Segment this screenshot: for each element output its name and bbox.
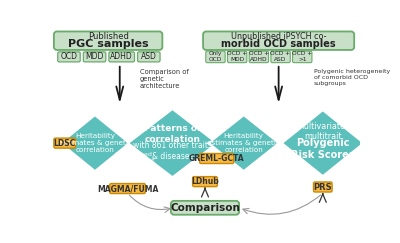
- Text: ASD: ASD: [141, 52, 157, 61]
- Text: Patterns of
correlation: Patterns of correlation: [144, 124, 201, 144]
- Text: PGC samples: PGC samples: [68, 39, 148, 49]
- FancyBboxPatch shape: [271, 51, 290, 63]
- Polygon shape: [282, 110, 364, 176]
- Text: GREML-GCTA: GREML-GCTA: [189, 154, 244, 163]
- FancyBboxPatch shape: [228, 51, 247, 63]
- Text: Gene-based
and gene-set
analysis: Gene-based and gene-set analysis: [113, 152, 154, 168]
- FancyBboxPatch shape: [54, 32, 162, 50]
- Text: Heritability
estimates & genetic
correlation: Heritability estimates & genetic correla…: [58, 133, 131, 153]
- Text: LDSC: LDSC: [54, 139, 76, 148]
- Text: Comparison: Comparison: [170, 203, 240, 213]
- Text: ADHD: ADHD: [110, 52, 133, 61]
- FancyBboxPatch shape: [206, 51, 225, 63]
- Text: MDD: MDD: [85, 52, 104, 61]
- FancyBboxPatch shape: [203, 32, 354, 50]
- Text: Comparison of
genetic
architecture: Comparison of genetic architecture: [140, 69, 189, 89]
- Text: Only
OCD: Only OCD: [209, 52, 222, 62]
- FancyBboxPatch shape: [54, 138, 76, 148]
- Text: morbid OCD samples: morbid OCD samples: [221, 39, 336, 49]
- Text: OCD +
MDD: OCD + MDD: [227, 52, 247, 62]
- FancyBboxPatch shape: [200, 154, 234, 164]
- Text: MAGMA/FUMA: MAGMA/FUMA: [97, 184, 158, 193]
- Polygon shape: [61, 115, 129, 171]
- Text: with 861 other traits
& diseases: with 861 other traits & diseases: [133, 141, 212, 161]
- Text: OCD +
ADHD: OCD + ADHD: [249, 52, 269, 62]
- Text: Polygenic heterogeneity
of comorbid OCD
subgroups: Polygenic heterogeneity of comorbid OCD …: [314, 69, 390, 86]
- Text: Heritability
estimates & genetic
correlation: Heritability estimates & genetic correla…: [207, 133, 280, 153]
- FancyBboxPatch shape: [171, 201, 239, 215]
- FancyBboxPatch shape: [292, 51, 312, 63]
- Text: Published: Published: [88, 32, 128, 41]
- FancyBboxPatch shape: [109, 52, 134, 62]
- FancyBboxPatch shape: [314, 182, 332, 192]
- FancyBboxPatch shape: [193, 177, 218, 187]
- FancyBboxPatch shape: [249, 51, 268, 63]
- FancyBboxPatch shape: [110, 183, 145, 194]
- Text: Unpublished iPSYCH co-: Unpublished iPSYCH co-: [231, 32, 326, 41]
- Text: LDhub: LDhub: [191, 177, 219, 186]
- Text: PRS: PRS: [314, 182, 332, 191]
- Polygon shape: [128, 109, 217, 177]
- Text: Multivariate-
multitrait: Multivariate- multitrait: [297, 122, 348, 141]
- Text: Polygenic
Risk Scores: Polygenic Risk Scores: [291, 139, 354, 160]
- FancyBboxPatch shape: [83, 52, 106, 62]
- Text: OCD +
>1: OCD + >1: [292, 52, 312, 62]
- Polygon shape: [209, 115, 279, 171]
- Text: OCD: OCD: [60, 52, 78, 61]
- FancyBboxPatch shape: [58, 52, 80, 62]
- Text: OCD +
ASD: OCD + ASD: [270, 52, 291, 62]
- FancyBboxPatch shape: [138, 52, 160, 62]
